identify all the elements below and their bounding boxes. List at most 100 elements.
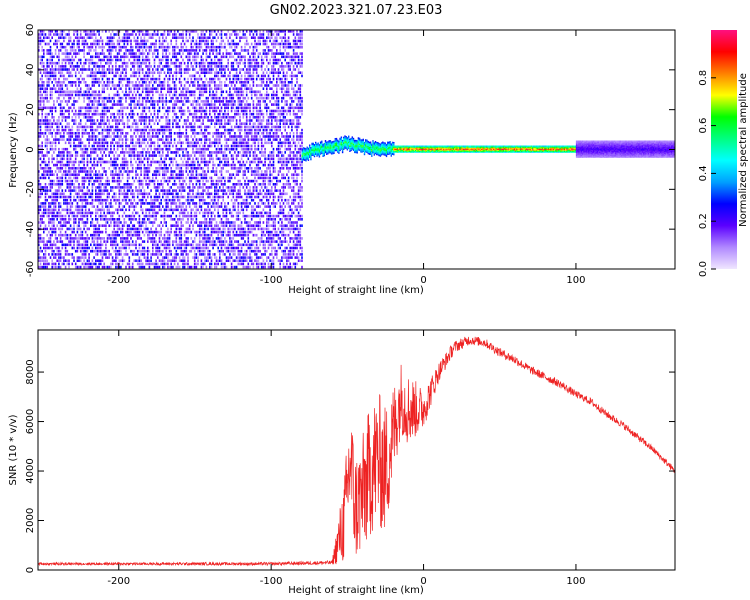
heatmap-cell [78,84,80,87]
heatmap-cell [46,74,48,78]
heatmap-cell [198,77,201,81]
heatmap-cell [185,246,188,250]
heatmap-cell [198,243,201,247]
heatmap-cell [46,49,48,52]
heatmap-cell [153,151,156,154]
heatmap-cell [39,100,42,103]
heatmap-cell [105,183,107,186]
heatmap-cell [51,36,53,39]
heatmap-cell [165,195,167,199]
heatmap-cell [84,198,87,202]
heatmap-cell [145,198,147,202]
heatmap-cell [120,106,122,110]
heatmap-cell [106,119,109,122]
heatmap-cell [93,49,95,52]
heatmap-cell [145,125,147,129]
heatmap-cell [175,144,178,148]
heatmap-cell [150,45,152,49]
heatmap-cell [39,135,42,138]
heatmap-cell [198,246,201,250]
heatmap-cell [167,205,169,208]
heatmap-cell [162,176,164,180]
heatmap-cell [101,45,104,49]
heatmap-cell [193,116,196,119]
heatmap-cell [167,125,169,129]
heatmap-cell [143,176,146,180]
heatmap-cell [125,45,127,49]
heatmap-cell [165,141,167,145]
heatmap-cell [61,173,64,176]
heatmap-cell [152,237,154,240]
heatmap-cell [155,186,157,189]
heatmap-cell [121,61,124,65]
heatmap-cell [91,36,94,39]
heatmap-cell [120,109,122,113]
heatmap-cell [128,112,131,116]
heatmap-cell [111,205,114,208]
heatmap-cell [192,246,194,250]
heatmap-cell [120,103,122,106]
heatmap-cell [59,65,62,68]
heatmap-cell [163,144,166,148]
heatmap-cell [63,45,65,49]
heatmap-cell [69,154,72,157]
heatmap-cell [43,49,45,52]
heatmap-cell [126,93,129,97]
heatmap-cell [56,119,58,122]
heatmap-cell [106,256,109,259]
heatmap-cell [163,39,166,43]
heatmap-cell [49,68,52,71]
heatmap-cell [118,87,121,90]
heatmap-cell [197,246,199,250]
heatmap-cell [59,112,62,116]
heatmap-cell [38,176,40,180]
heatmap-cell [131,163,134,167]
heatmap-cell [155,198,157,202]
heatmap-cell [73,96,75,100]
heatmap-cell [48,84,50,87]
heatmap-cell [59,45,62,49]
heatmap-cell [128,205,131,208]
heatmap-cell [64,265,67,269]
heatmap-cell [39,233,42,237]
heatmap-cell [58,49,60,52]
heatmap-cell [185,65,188,68]
heatmap-cell [147,233,149,237]
heatmap-cell [195,87,198,90]
heatmap-cell [141,116,144,119]
heatmap-cell [110,39,112,43]
heatmap-cell [178,198,181,202]
heatmap-cell [58,84,60,87]
heatmap-cell [167,68,169,71]
heatmap-cell [90,221,92,224]
heatmap-cell [204,173,206,176]
heatmap-cell [69,173,72,176]
heatmap-cell [95,243,97,247]
heatmap-cell [53,151,55,154]
heatmap-cell [165,192,167,196]
heatmap-cell [74,84,77,87]
heatmap-cell [51,132,53,135]
heatmap-cell [56,128,58,132]
heatmap-cell [120,230,122,234]
heatmap-cell [168,189,171,192]
heatmap-cell [61,106,64,110]
heatmap-cell [53,208,55,212]
heatmap-cell [95,122,97,125]
heatmap-cell [178,173,181,176]
heatmap-cell [78,36,80,39]
heatmap-cell [192,144,194,148]
heatmap-cell [207,154,209,157]
heatmap-cell [167,90,169,94]
heatmap-cell [192,163,194,167]
heatmap-cell [44,42,47,46]
heatmap-cell [204,141,206,145]
heatmap-cell [79,125,82,129]
heatmap-cell [135,96,137,100]
heatmap-cell [182,58,184,62]
heatmap-cell [136,259,139,262]
heatmap-cell [91,198,94,202]
heatmap-cell [160,198,162,202]
heatmap-cell [79,122,82,125]
heatmap-cell [108,218,110,221]
